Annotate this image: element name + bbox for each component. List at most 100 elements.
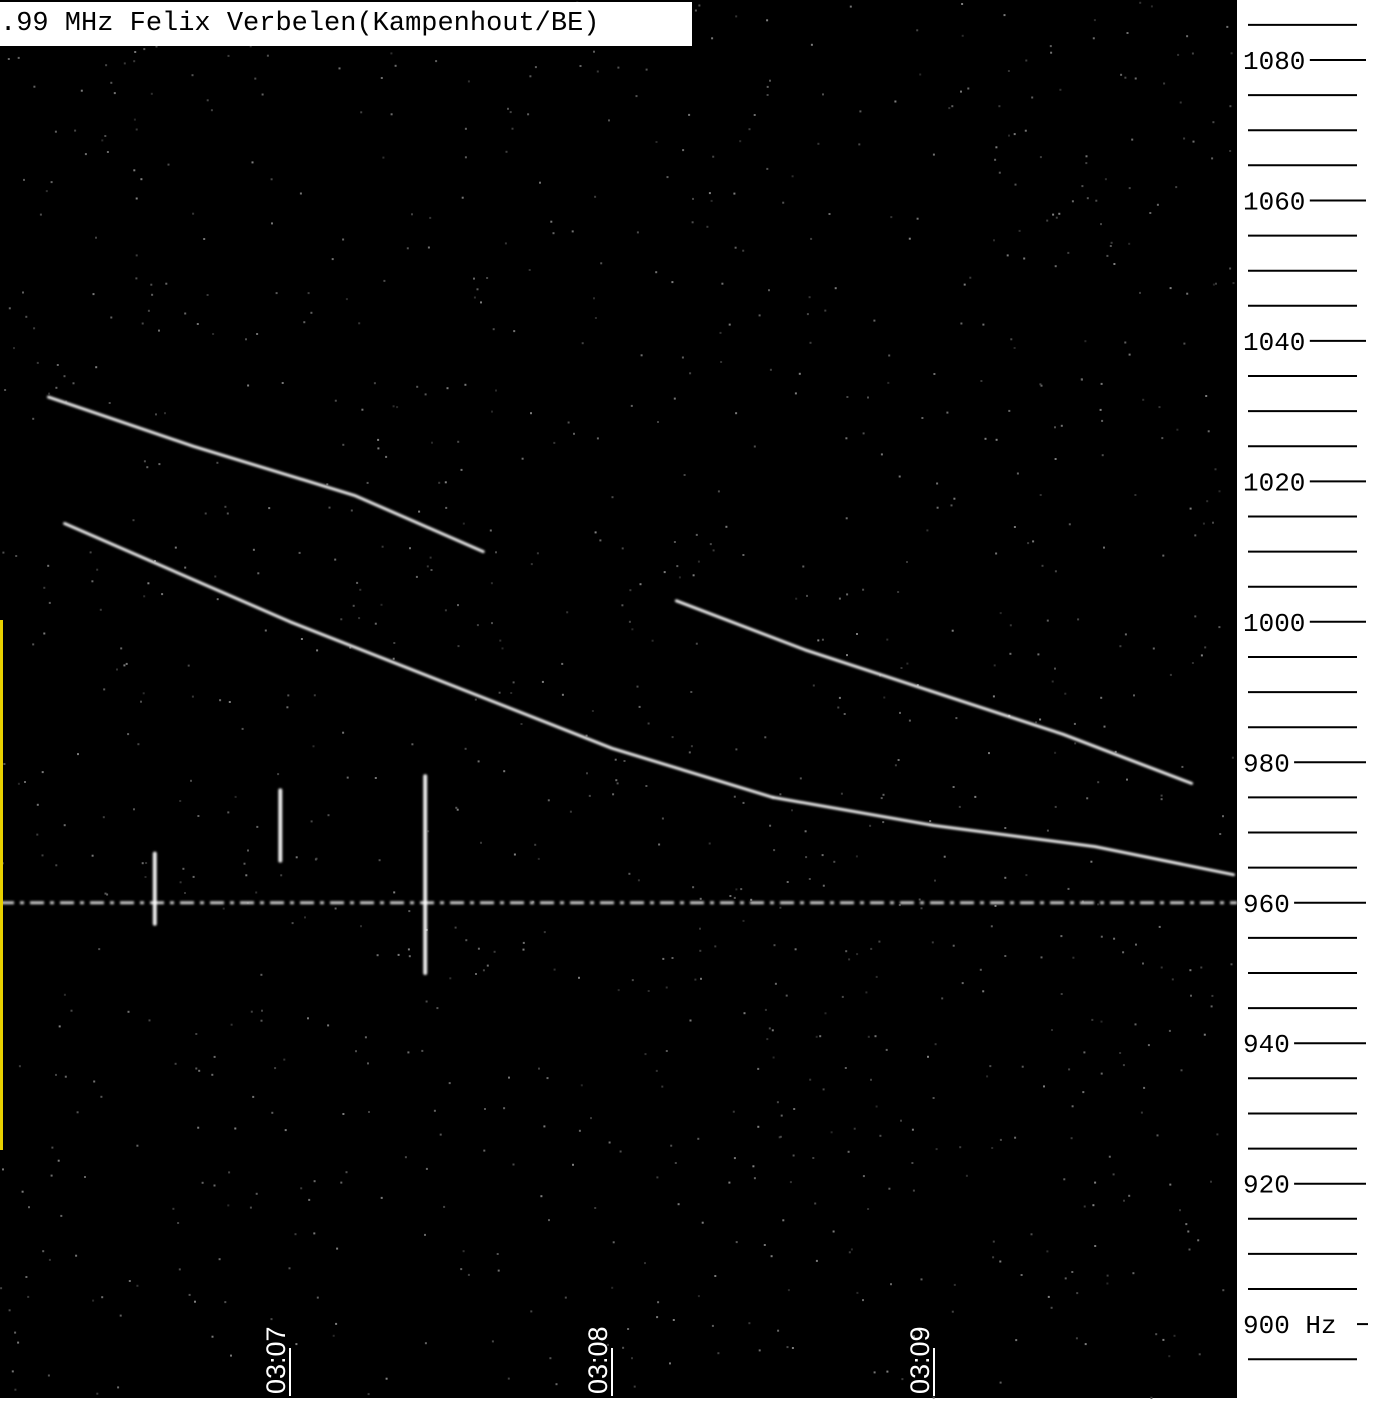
noise-dot [561, 693, 564, 696]
noise-dot [214, 575, 217, 578]
noise-dot [989, 1065, 992, 1068]
noise-dot [383, 279, 386, 282]
noise-dot [700, 977, 702, 980]
noise-dot [172, 1207, 175, 1210]
noise-dot [932, 1097, 935, 1099]
noise-dot [1050, 51, 1053, 54]
noise-dot [521, 457, 524, 460]
noise-dot [543, 931, 546, 934]
noise-dot [1050, 1306, 1053, 1309]
noise-dot [308, 1198, 311, 1201]
noise-dot [635, 95, 638, 98]
noise-dot [581, 342, 584, 345]
noise-dot [368, 1111, 370, 1113]
noise-dot [711, 1324, 714, 1327]
noise-dot [1207, 430, 1210, 433]
noise-dot [135, 277, 138, 280]
noise-dot [1064, 1277, 1067, 1280]
noise-dot [271, 222, 273, 225]
noise-dot [1080, 378, 1083, 381]
noise-dot [682, 149, 685, 152]
noise-dot [629, 589, 632, 592]
noise-dot [959, 1146, 962, 1149]
noise-dot [1035, 721, 1038, 724]
noise-dot [21, 1190, 24, 1193]
noise-dot [63, 375, 66, 378]
noise-dot [287, 694, 290, 697]
noise-dot [1152, 647, 1155, 650]
noise-dot [13, 347, 15, 350]
noise-dot [591, 710, 594, 712]
noise-dot [188, 1293, 191, 1296]
noise-dot [673, 397, 676, 400]
noise-dot [638, 705, 641, 708]
noise-dot [1212, 521, 1214, 524]
noise-dot [280, 874, 283, 877]
noise-dot [1086, 797, 1089, 800]
noise-dot [995, 438, 998, 441]
noise-dot [256, 825, 259, 828]
noise-dot [837, 706, 840, 709]
noise-dot [572, 1163, 574, 1166]
noise-dot [1160, 966, 1163, 969]
noise-dot [1168, 1355, 1171, 1358]
noise-dot [690, 745, 693, 748]
noise-dot [316, 1296, 319, 1299]
noise-dot [133, 118, 136, 121]
noise-dot [951, 1310, 954, 1313]
noise-dot [995, 146, 998, 149]
noise-dot [1158, 406, 1161, 409]
noise-dot [178, 1268, 181, 1271]
noise-dot [251, 161, 254, 164]
noise-dot [1100, 223, 1102, 226]
noise-dot [495, 389, 497, 392]
noise-dot [260, 1019, 263, 1022]
noise-dot [952, 944, 955, 947]
noise-dot [569, 810, 572, 813]
noise-dot [270, 178, 273, 181]
noise-dot [663, 571, 666, 574]
noise-dot [886, 638, 889, 641]
noise-dot [1054, 458, 1057, 460]
noise-dot [128, 1280, 131, 1282]
noise-dot [418, 510, 421, 513]
noise-dot [974, 795, 977, 798]
noise-dot [1075, 1337, 1078, 1340]
y-tick-label: 1040 [1243, 328, 1305, 358]
noise-dot [340, 1181, 343, 1184]
noise-dot [758, 1349, 761, 1352]
noise-dot [919, 73, 922, 76]
noise-dot [1147, 1044, 1150, 1047]
noise-dot [1025, 874, 1028, 877]
noise-dot [1041, 564, 1044, 567]
noise-dot [427, 830, 430, 833]
noise-dot [824, 309, 827, 312]
noise-dot [194, 1300, 196, 1303]
noise-dot [758, 314, 761, 317]
noise-dot [612, 1241, 615, 1244]
noise-dot [671, 957, 674, 959]
noise-dot [1071, 200, 1074, 203]
noise-dot [1114, 750, 1117, 753]
noise-dot [1004, 955, 1007, 957]
noise-dot [992, 1256, 995, 1259]
noise-dot [608, 119, 610, 122]
noise-dot [374, 622, 377, 625]
noise-dot [898, 904, 901, 907]
noise-dot [1004, 876, 1007, 879]
noise-dot [1222, 815, 1224, 818]
noise-dot [596, 437, 599, 440]
noise-dot [254, 77, 257, 80]
noise-dot [965, 1174, 968, 1177]
noise-dot [396, 406, 399, 409]
noise-dot [1100, 696, 1103, 699]
noise-dot [190, 779, 192, 782]
noise-dot [358, 322, 361, 325]
noise-dot [98, 948, 101, 951]
noise-dot [799, 777, 802, 780]
noise-dot [834, 287, 837, 290]
noise-dot [1179, 101, 1182, 104]
noise-dot [534, 843, 537, 846]
noise-dot [692, 574, 695, 577]
noise-dot [350, 509, 353, 512]
